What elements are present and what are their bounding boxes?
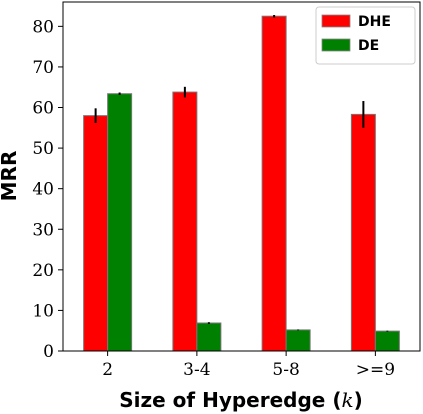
- y-tick-label: 70: [32, 58, 54, 78]
- bars-layer: [83, 15, 400, 352]
- x-tick-label: 3-4: [183, 360, 210, 380]
- y-tick-label: 0: [43, 342, 54, 362]
- y-axis-label: MRR: [0, 151, 21, 202]
- y-tick-label: 40: [32, 180, 54, 200]
- x-tick-label: 5-8: [272, 360, 299, 380]
- y-tick-label: 20: [32, 261, 54, 281]
- bar-dhe-0: [83, 115, 109, 352]
- bar-dhe-2: [261, 15, 287, 352]
- x-tick-label: 2: [102, 360, 113, 380]
- error-bars-layer: [94, 14, 389, 332]
- x-axis-label-variable: k: [341, 388, 353, 412]
- legend-label-de: DE: [358, 38, 379, 54]
- y-tick-label: 30: [32, 220, 54, 240]
- y-tick-label: 50: [32, 139, 54, 159]
- bar-de-1: [196, 322, 222, 352]
- x-axis-label: Size of Hyperedge (k): [119, 388, 362, 412]
- x-axis-ticks: 2 3-4 5-8 >=9: [102, 351, 395, 380]
- y-tick-label: 80: [32, 17, 54, 37]
- y-tick-label: 10: [32, 301, 54, 321]
- bar-de-3: [374, 330, 400, 352]
- plot-frame: [62, 1, 421, 352]
- bar-de-2: [285, 329, 311, 352]
- bar-dhe-3: [350, 113, 376, 352]
- bar-dhe-1: [172, 91, 198, 352]
- legend-label-dhe: DHE: [358, 14, 391, 30]
- legend: DHE DE: [315, 6, 416, 65]
- y-axis-ticks: 0 10 20 30 40 50 60 70 80: [32, 17, 63, 362]
- x-axis-label-text: Size of Hyperedge: [119, 388, 332, 412]
- x-tick-label: >=9: [356, 360, 395, 380]
- legend-swatch-de: [321, 38, 351, 52]
- legend-swatch-dhe: [321, 14, 351, 28]
- y-tick-label: 60: [32, 99, 54, 119]
- bar-de-0: [107, 93, 133, 352]
